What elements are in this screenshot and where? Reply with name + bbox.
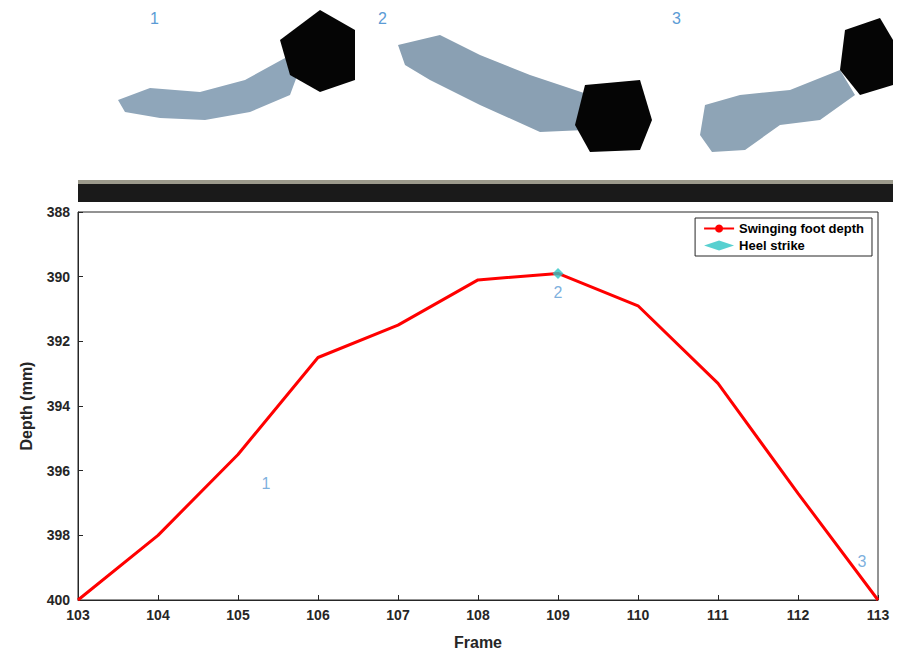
svg-text:398: 398	[47, 527, 71, 543]
svg-text:Swinging foot depth: Swinging foot depth	[739, 221, 864, 236]
svg-text:111: 111	[707, 607, 729, 623]
svg-text:113: 113	[867, 607, 890, 623]
svg-text:104: 104	[146, 607, 170, 623]
svg-text:106: 106	[306, 607, 330, 623]
svg-text:1: 1	[262, 475, 271, 492]
svg-text:109: 109	[546, 607, 570, 623]
svg-text:108: 108	[466, 607, 490, 623]
svg-text:110: 110	[627, 607, 650, 623]
svg-text:396: 396	[47, 463, 71, 479]
svg-text:2: 2	[378, 10, 387, 27]
svg-text:392: 392	[47, 333, 71, 349]
svg-text:Frame: Frame	[454, 634, 502, 651]
svg-text:400: 400	[47, 592, 71, 608]
svg-text:2: 2	[554, 284, 563, 301]
svg-text:390: 390	[47, 269, 71, 285]
svg-text:388: 388	[47, 204, 71, 220]
svg-text:Depth (mm): Depth (mm)	[18, 362, 35, 451]
svg-text:3: 3	[672, 10, 681, 27]
svg-text:3: 3	[858, 553, 867, 570]
svg-text:103: 103	[66, 607, 90, 623]
svg-text:Heel strike: Heel strike	[739, 238, 805, 253]
svg-text:1: 1	[150, 10, 159, 27]
svg-text:112: 112	[787, 607, 810, 623]
svg-text:394: 394	[47, 398, 71, 414]
svg-text:107: 107	[386, 607, 410, 623]
svg-text:105: 105	[226, 607, 250, 623]
